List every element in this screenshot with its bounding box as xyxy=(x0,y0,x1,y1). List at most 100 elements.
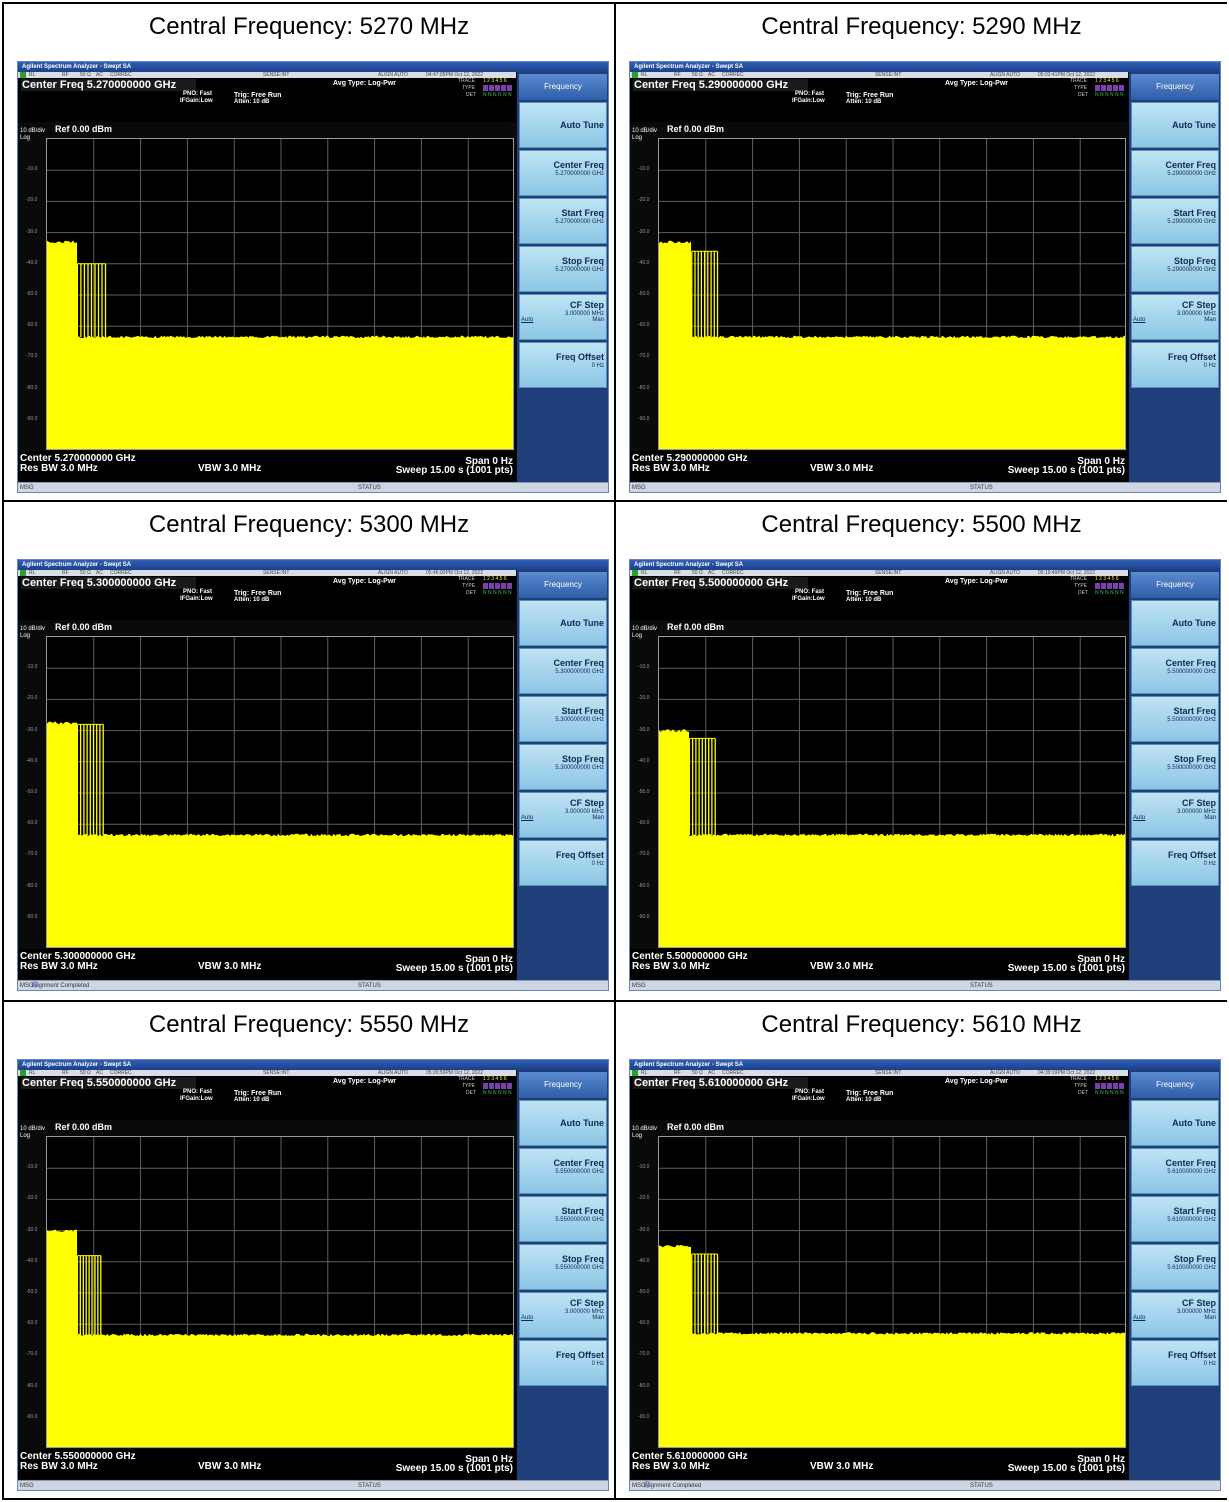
status-label: STATUS xyxy=(358,485,381,491)
pno-label: PNO: Fast xyxy=(183,589,213,595)
span-label: Span 0 Hz xyxy=(1077,954,1125,965)
menu-title: Frequency xyxy=(519,74,607,100)
start-freq-button[interactable]: Start Freq 5.290000000 GHz xyxy=(1131,198,1219,244)
trace-svg xyxy=(47,1137,513,1447)
y-tick-label: -80.0 xyxy=(26,384,38,391)
freq-offset-button[interactable]: Freq Offset 0 Hz xyxy=(519,1340,607,1386)
center-freq-header[interactable]: Center Freq 5.270000000 GHz xyxy=(21,79,196,91)
y-tick-label: -90.0 xyxy=(26,1413,38,1420)
timestamp: 05:19:49PM Oct 12, 2022 xyxy=(1038,570,1095,576)
stop-freq-button[interactable]: Stop Freq 5.500000000 GHz xyxy=(1131,744,1219,790)
trig-label: Trig: Free Run xyxy=(846,92,894,99)
start-freq-button[interactable]: Start Freq 5.300000000 GHz xyxy=(519,696,607,742)
atten-label: Atten: 10 dB xyxy=(846,597,882,603)
auto-tune-button[interactable]: Auto Tune xyxy=(1131,102,1219,148)
analyzer-status-bar: RL RF 50 Ω AC CORREC SENSE:INT ALIGN AUT… xyxy=(630,1070,1128,1076)
freq-offset-button[interactable]: Freq Offset 0 Hz xyxy=(1131,840,1219,886)
center-footer: Center 5.270000000 GHz xyxy=(20,453,136,464)
center-freq-header[interactable]: Center Freq 5.500000000 GHz xyxy=(633,577,808,589)
auto-tune-button[interactable]: Auto Tune xyxy=(519,1100,607,1146)
panel-cell: Central Frequency: 5290 MHz Agilent Spec… xyxy=(616,4,1227,502)
auto-tune-button[interactable]: Auto Tune xyxy=(1131,600,1219,646)
center-freq-button[interactable]: Center Freq 5.550000000 GHz xyxy=(519,1148,607,1194)
center-freq-header[interactable]: Center Freq 5.300000000 GHz xyxy=(21,577,196,589)
stop-freq-button[interactable]: Stop Freq 5.550000000 GHz xyxy=(519,1244,607,1290)
auto-tune-button[interactable]: Auto Tune xyxy=(1131,1100,1219,1146)
log-label: Log xyxy=(632,1133,643,1139)
sweep-label: Sweep 15.00 s (1001 pts) xyxy=(1007,963,1125,974)
avg-type-label: Avg Type: Log-Pwr xyxy=(333,1078,396,1085)
trace-svg xyxy=(47,637,513,947)
ohm-label: 50 Ω xyxy=(692,72,703,78)
spectrum-analyzer-window: Agilent Spectrum Analyzer - Swept SA RL … xyxy=(17,559,609,991)
center-freq-button[interactable]: Center Freq 5.610000000 GHz xyxy=(1131,1148,1219,1194)
menu-title: Frequency xyxy=(519,1072,607,1098)
start-freq-button[interactable]: Start Freq 5.610000000 GHz xyxy=(1131,1196,1219,1242)
timestamp: 04:39:19PM Oct 12, 2022 xyxy=(1038,1070,1095,1076)
center-freq-button[interactable]: Center Freq 5.500000000 GHz xyxy=(1131,648,1219,694)
stop-freq-button[interactable]: Stop Freq 5.270000000 GHz xyxy=(519,246,607,292)
auto-tune-button[interactable]: Auto Tune xyxy=(519,102,607,148)
spectrum-analyzer-window: Agilent Spectrum Analyzer - Swept SA RL … xyxy=(17,1059,609,1491)
center-freq-button[interactable]: Center Freq 5.290000000 GHz xyxy=(1131,150,1219,196)
timestamp: 05:46:00PM Oct 12, 2022 xyxy=(426,570,483,576)
center-freq-header[interactable]: Center Freq 5.290000000 GHz xyxy=(633,79,808,91)
auto-tune-button[interactable]: Auto Tune xyxy=(519,600,607,646)
res-bw-label: Res BW 3.0 MHz xyxy=(20,463,98,474)
stop-freq-button[interactable]: Stop Freq 5.610000000 GHz xyxy=(1131,1244,1219,1290)
cf-step-button[interactable]: CF Step 3.000000 MHz Auto Man xyxy=(1131,1292,1219,1338)
ifgain-label: IFGain:Low xyxy=(792,98,825,104)
center-footer: Center 5.500000000 GHz xyxy=(632,951,748,962)
ac-label: AC xyxy=(96,570,103,576)
cf-step-button[interactable]: CF Step 3.000000 MHz Auto Man xyxy=(519,1292,607,1338)
center-freq-button[interactable]: Center Freq 5.270000000 GHz xyxy=(519,150,607,196)
trig-label: Trig: Free Run xyxy=(846,590,894,597)
spectrum-analyzer-window: Agilent Spectrum Analyzer - Swept SA RL … xyxy=(629,559,1221,991)
center-freq-header[interactable]: Center Freq 5.550000000 GHz xyxy=(21,1077,196,1089)
start-freq-button[interactable]: Start Freq 5.270000000 GHz xyxy=(519,198,607,244)
trace-fill xyxy=(47,721,513,947)
y-tick-label: -20.0 xyxy=(26,695,38,702)
y-tick-label: -70.0 xyxy=(638,851,650,858)
cf-step-button[interactable]: CF Step 3.000000 MHz Auto Man xyxy=(1131,792,1219,838)
center-freq-button[interactable]: Center Freq 5.300000000 GHz xyxy=(519,648,607,694)
rf-label: RF xyxy=(674,570,681,576)
cf-step-button[interactable]: CF Step 3.000000 MHz Auto Man xyxy=(519,792,607,838)
trace-digits: 1 2 3 4 5 6 xyxy=(483,78,507,84)
spectrum-plot xyxy=(658,138,1126,450)
message-bar: MSG ⓘ Alignment Completed STATUS xyxy=(18,980,608,990)
start-freq-button[interactable]: Start Freq 5.500000000 GHz xyxy=(1131,696,1219,742)
trace-digits: 1 2 3 4 5 6 xyxy=(1095,1076,1119,1082)
trace-digits: 1 2 3 4 5 6 xyxy=(483,1076,507,1082)
panel-title: Central Frequency: 5550 MHz xyxy=(148,1011,470,1038)
y-tick-label: -30.0 xyxy=(638,726,650,733)
freq-offset-button[interactable]: Freq Offset 0 Hz xyxy=(519,342,607,388)
cf-step-button[interactable]: CF Step 3.000000 MHz Auto Man xyxy=(519,294,607,340)
sense-label: SENSE:INT xyxy=(875,72,902,78)
stop-freq-button[interactable]: Stop Freq 5.300000000 GHz xyxy=(519,744,607,790)
frequency-softkey-menu: Frequency Auto Tune Center Freq 5.5000000… xyxy=(1129,570,1220,980)
stop-freq-button[interactable]: Stop Freq 5.290000000 GHz xyxy=(1131,246,1219,292)
freq-offset-button[interactable]: Freq Offset 0 Hz xyxy=(1131,1340,1219,1386)
span-label: Span 0 Hz xyxy=(465,456,513,467)
y-tick-label: -40.0 xyxy=(638,1257,650,1264)
start-freq-button[interactable]: Start Freq 5.550000000 GHz xyxy=(519,1196,607,1242)
atten-label: Atten: 10 dB xyxy=(234,597,270,603)
trace-indicator: 1 2 3 4 5 6 N N N N N N xyxy=(483,78,513,99)
measurement-footer: Center 5.290000000 GHz Res BW 3.0 MHz VB… xyxy=(630,451,1128,481)
center-footer: Center 5.550000000 GHz xyxy=(20,1451,136,1462)
cf-step-button[interactable]: CF Step 3.000000 MHz Auto Man xyxy=(1131,294,1219,340)
menu-title: Frequency xyxy=(1131,74,1219,100)
frequency-softkey-menu: Frequency Auto Tune Center Freq 5.6100000… xyxy=(1129,1070,1220,1480)
align-label: ALIGN AUTO xyxy=(378,1070,408,1076)
freq-offset-button[interactable]: Freq Offset 0 Hz xyxy=(1131,342,1219,388)
freq-offset-button[interactable]: Freq Offset 0 Hz xyxy=(519,840,607,886)
y-tick-label: -60.0 xyxy=(26,820,38,827)
center-freq-header[interactable]: Center Freq 5.610000000 GHz xyxy=(633,1077,808,1089)
measurement-footer: Center 5.300000000 GHz Res BW 3.0 MHz VB… xyxy=(18,949,516,979)
vbw-label: VBW 3.0 MHz xyxy=(198,1461,262,1472)
sense-label: SENSE:INT xyxy=(263,72,290,78)
res-bw-label: Res BW 3.0 MHz xyxy=(20,961,98,972)
y-tick-label: -90.0 xyxy=(26,913,38,920)
y-tick-label: -20.0 xyxy=(26,1195,38,1202)
